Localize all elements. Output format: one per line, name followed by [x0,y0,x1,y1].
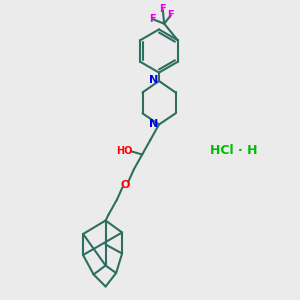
Text: O: O [121,179,130,190]
Text: N: N [149,119,158,129]
Text: N: N [149,75,158,85]
Text: HO: HO [116,146,132,157]
Text: F: F [159,4,166,14]
Text: HCl · H: HCl · H [210,143,258,157]
Text: F: F [167,10,174,20]
Text: F: F [149,14,156,24]
